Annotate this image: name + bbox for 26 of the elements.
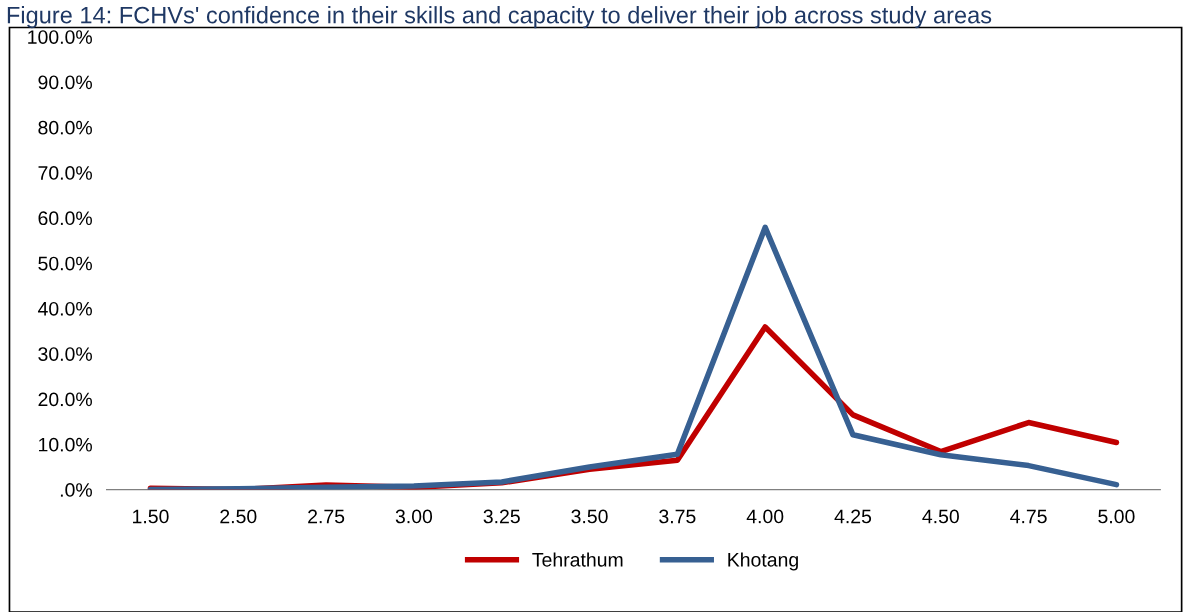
y-tick-label: 50.0% — [38, 256, 92, 271]
y-tick-label: 20.0% — [38, 392, 92, 407]
y-tick-label: 100.0% — [28, 30, 92, 44]
y-tick-label: 10.0% — [39, 437, 92, 452]
x-tick-label: 4.75 — [1010, 509, 1047, 524]
x-tick-label: 4.25 — [834, 509, 872, 524]
x-tick-label: 4.00 — [746, 509, 784, 524]
y-tick-label: 40.0% — [37, 301, 92, 316]
legend-label: Khotang — [728, 552, 798, 571]
x-tick-label: 1.50 — [133, 509, 169, 524]
x-tick-label: 3.25 — [483, 509, 520, 524]
y-tick-label: 30.0% — [38, 347, 92, 361]
x-tick-label: 2.75 — [308, 509, 345, 524]
x-tick-label: 2.50 — [220, 509, 257, 524]
chart-title: Figure 14: FCHVs' confidence in their skills and capacity to deliver their job across study areas — [7, 6, 992, 29]
y-tick-label: 60.0% — [38, 211, 92, 226]
x-tick-label: 5.00 — [1098, 509, 1135, 524]
y-tick-label: 70.0% — [38, 166, 92, 180]
legend-label: Tehrathum — [532, 552, 623, 567]
y-tick-label: 80.0% — [38, 120, 92, 135]
y-tick-label: 90.0% — [38, 75, 92, 90]
x-tick-label: 3.00 — [395, 509, 433, 524]
x-tick-label: 3.50 — [571, 509, 608, 524]
y-tick-label: .0% — [60, 483, 92, 497]
x-tick-label: 4.50 — [922, 509, 959, 524]
x-tick-label: 3.75 — [659, 509, 696, 524]
